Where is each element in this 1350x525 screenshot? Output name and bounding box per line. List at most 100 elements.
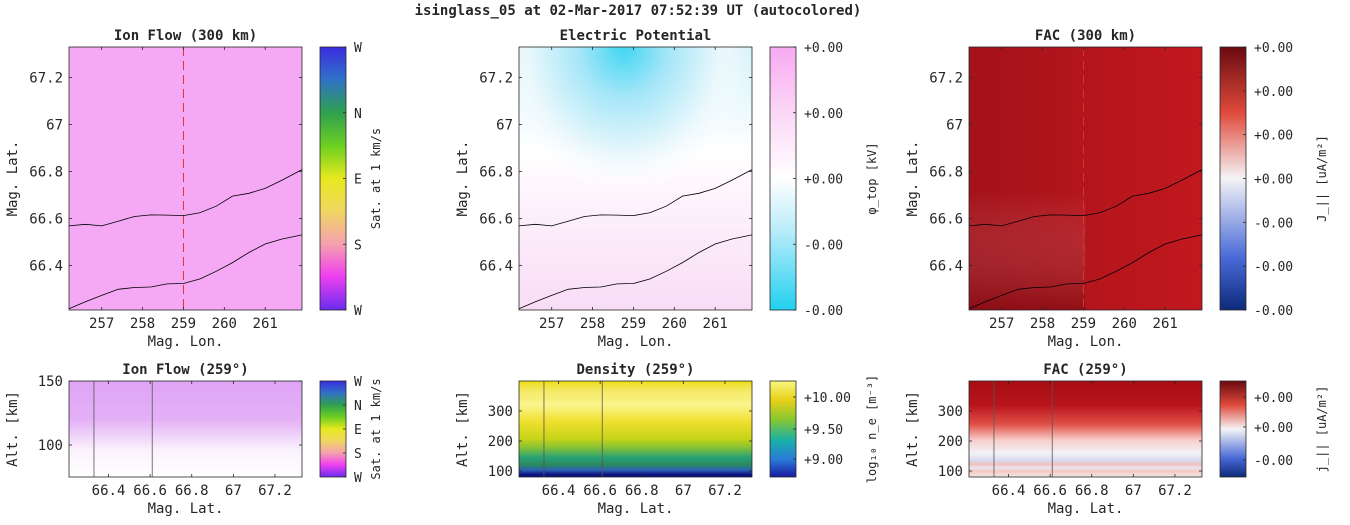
colorbar-tick-label: +0.00 (804, 107, 843, 122)
axes-frame (68, 380, 303, 478)
x-tick-label: 67.2 (708, 483, 742, 499)
x-tick-label: 66.4 (992, 483, 1026, 499)
x-axis-label: Mag. Lat. (1048, 501, 1124, 517)
x-tick-label: 257 (89, 316, 114, 332)
y-axis-label: Alt. [km] (905, 391, 921, 467)
y-tick-label: 66.4 (929, 258, 963, 274)
x-tick-label: 260 (212, 316, 237, 332)
colorbar-tick-label: +0.00 (1254, 129, 1293, 144)
x-tick-label: 259 (621, 316, 646, 332)
colorbar-tick-label: S (354, 447, 362, 462)
colorbar: +0.00 +0.00 +0.00 +0.00 -0.00 -0.00 -0.00 J_|| … (1219, 41, 1329, 319)
colorbar-scale (319, 380, 347, 478)
colorbar-tick-label: -0.00 (1254, 260, 1293, 275)
boundary-line-lower (968, 234, 1203, 310)
heatmap-field (69, 381, 302, 477)
chart-title: Ion Flow (300 km) (114, 28, 257, 44)
y-tick-label: 66.8 (29, 164, 63, 180)
colorbar-tick-label: +9.50 (804, 423, 843, 438)
y-axis-label: Mag. Lat. (5, 141, 21, 217)
y-tick-label: 66.6 (479, 211, 513, 227)
colorbar-tick-label: +0.00 (1254, 173, 1293, 188)
heatmap-field (969, 381, 1202, 477)
colorbar-tick-label: +9.00 (804, 453, 843, 468)
y-tick-label: 67.2 (29, 71, 63, 87)
y-tick-label: 300 (938, 404, 963, 420)
y-axis-label: Alt. [km] (5, 391, 21, 467)
colorbar-tick-label: E (354, 423, 362, 438)
y-tick-label: 66.6 (29, 211, 63, 227)
x-tick-label: 258 (580, 316, 605, 332)
x-axis-label: Mag. Lon. (1048, 334, 1124, 350)
y-tick-label: 67.2 (479, 71, 513, 87)
y-tick-label: 67.2 (929, 71, 963, 87)
colorbar-tick-label: W (354, 375, 362, 390)
colorbar-label: Sat. at 1 km/s (369, 378, 383, 479)
colorbar-tick-label: +10.00 (804, 391, 851, 406)
chart-panel-3: FAC (300 km) 257 258 259 260 261 66.4 66.6 66.8 6… (905, 28, 1329, 350)
panels: Ion Flow (300 km) 257 258 259 260 261 66.4 66.6… (5, 28, 1329, 517)
chart-panel-1: Ion Flow (300 km) 257 258 259 260 261 66.4 66.6… (5, 28, 383, 350)
x-tick-label: 257 (989, 316, 1014, 332)
x-tick-label: 261 (703, 316, 728, 332)
boundary-line-upper (968, 169, 1203, 227)
colorbar-tick-label: +0.00 (1254, 85, 1293, 100)
y-tick-label: 150 (38, 374, 63, 390)
chart-title: Density (259°) (576, 362, 694, 378)
colorbar-tick-label: -0.00 (804, 304, 843, 319)
x-tick-label: 67.2 (258, 483, 292, 499)
x-tick-label: 66.8 (175, 483, 209, 499)
colorbar-tick-label: W (354, 471, 362, 486)
y-tick-label: 67 (496, 117, 513, 133)
colorbar: +0.00 +0.00 +0.00 -0.00 -0.00 φ_top [kV] (769, 41, 879, 319)
colorbar-label: Sat. at 1 km/s (369, 128, 383, 229)
colorbar: +10.00 +9.50 +9.00 log₁₀ n_e [m⁻³] (769, 375, 879, 483)
colorbar-scale (1219, 46, 1247, 311)
axes-frame (968, 380, 1203, 478)
y-axis-label: Mag. Lat. (455, 141, 471, 217)
y-tick-label: 100 (488, 464, 513, 480)
axes-frame (518, 46, 753, 311)
x-tick-label: 259 (1071, 316, 1096, 332)
colorbar-scale (769, 380, 797, 478)
x-axis-label: Mag. Lat. (148, 501, 224, 517)
chart-panel-5: Density (259°) 66.4 66.6 66.8 67 67.2 100 200 30… (455, 362, 879, 517)
colorbar-tick-label: N (354, 399, 362, 414)
x-tick-label: 66.6 (583, 483, 617, 499)
axes-frame (518, 380, 753, 478)
colorbar-tick-label: N (354, 107, 362, 122)
x-tick-label: 258 (130, 316, 155, 332)
colorbar-scale (769, 46, 797, 311)
colorbar-label: φ_top [kV] (865, 142, 879, 214)
y-tick-label: 66.4 (29, 258, 63, 274)
y-tick-label: 67 (946, 117, 963, 133)
x-tick-label: 67 (675, 483, 692, 499)
y-tick-label: 100 (38, 438, 63, 454)
colorbar-label: log₁₀ n_e [m⁻³] (865, 375, 879, 483)
y-tick-label: 300 (488, 404, 513, 420)
heatmap-field (969, 47, 1202, 310)
y-tick-label: 200 (938, 434, 963, 450)
chart-panel-6: FAC (259°) 66.4 66.6 66.8 67 67.2 100 200 300 Mag… (905, 362, 1329, 517)
colorbar-tick-label: E (354, 173, 362, 188)
colorbar-tick-label: +0.00 (1254, 391, 1293, 406)
heatmap-field (519, 47, 752, 310)
colorbar-scale (1219, 380, 1247, 478)
colorbar-scale (319, 46, 347, 311)
boundary-line-upper (68, 169, 303, 227)
colorbar-tick-label: +0.00 (1254, 41, 1293, 56)
y-tick-label: 200 (488, 434, 513, 450)
colorbar-tick-label: W (354, 304, 362, 319)
colorbar: W N E S W Sat. at 1 km/s (319, 41, 383, 319)
x-tick-label: 66.8 (1075, 483, 1109, 499)
colorbar-tick-label: +0.00 (804, 173, 843, 188)
x-axis-label: Mag. Lat. (598, 501, 674, 517)
chart-panel-4: Ion Flow (259°) 66.4 66.6 66.8 67 67.2 100 150 M… (5, 362, 383, 517)
y-tick-label: 66.8 (929, 164, 963, 180)
x-tick-label: 67 (225, 483, 242, 499)
x-tick-label: 66.6 (133, 483, 167, 499)
x-tick-label: 67 (1125, 483, 1142, 499)
x-tick-label: 260 (662, 316, 687, 332)
x-tick-label: 261 (253, 316, 278, 332)
chart-panel-2: Electric Potential 257 258 259 260 261 66.4 66.… (455, 28, 879, 350)
